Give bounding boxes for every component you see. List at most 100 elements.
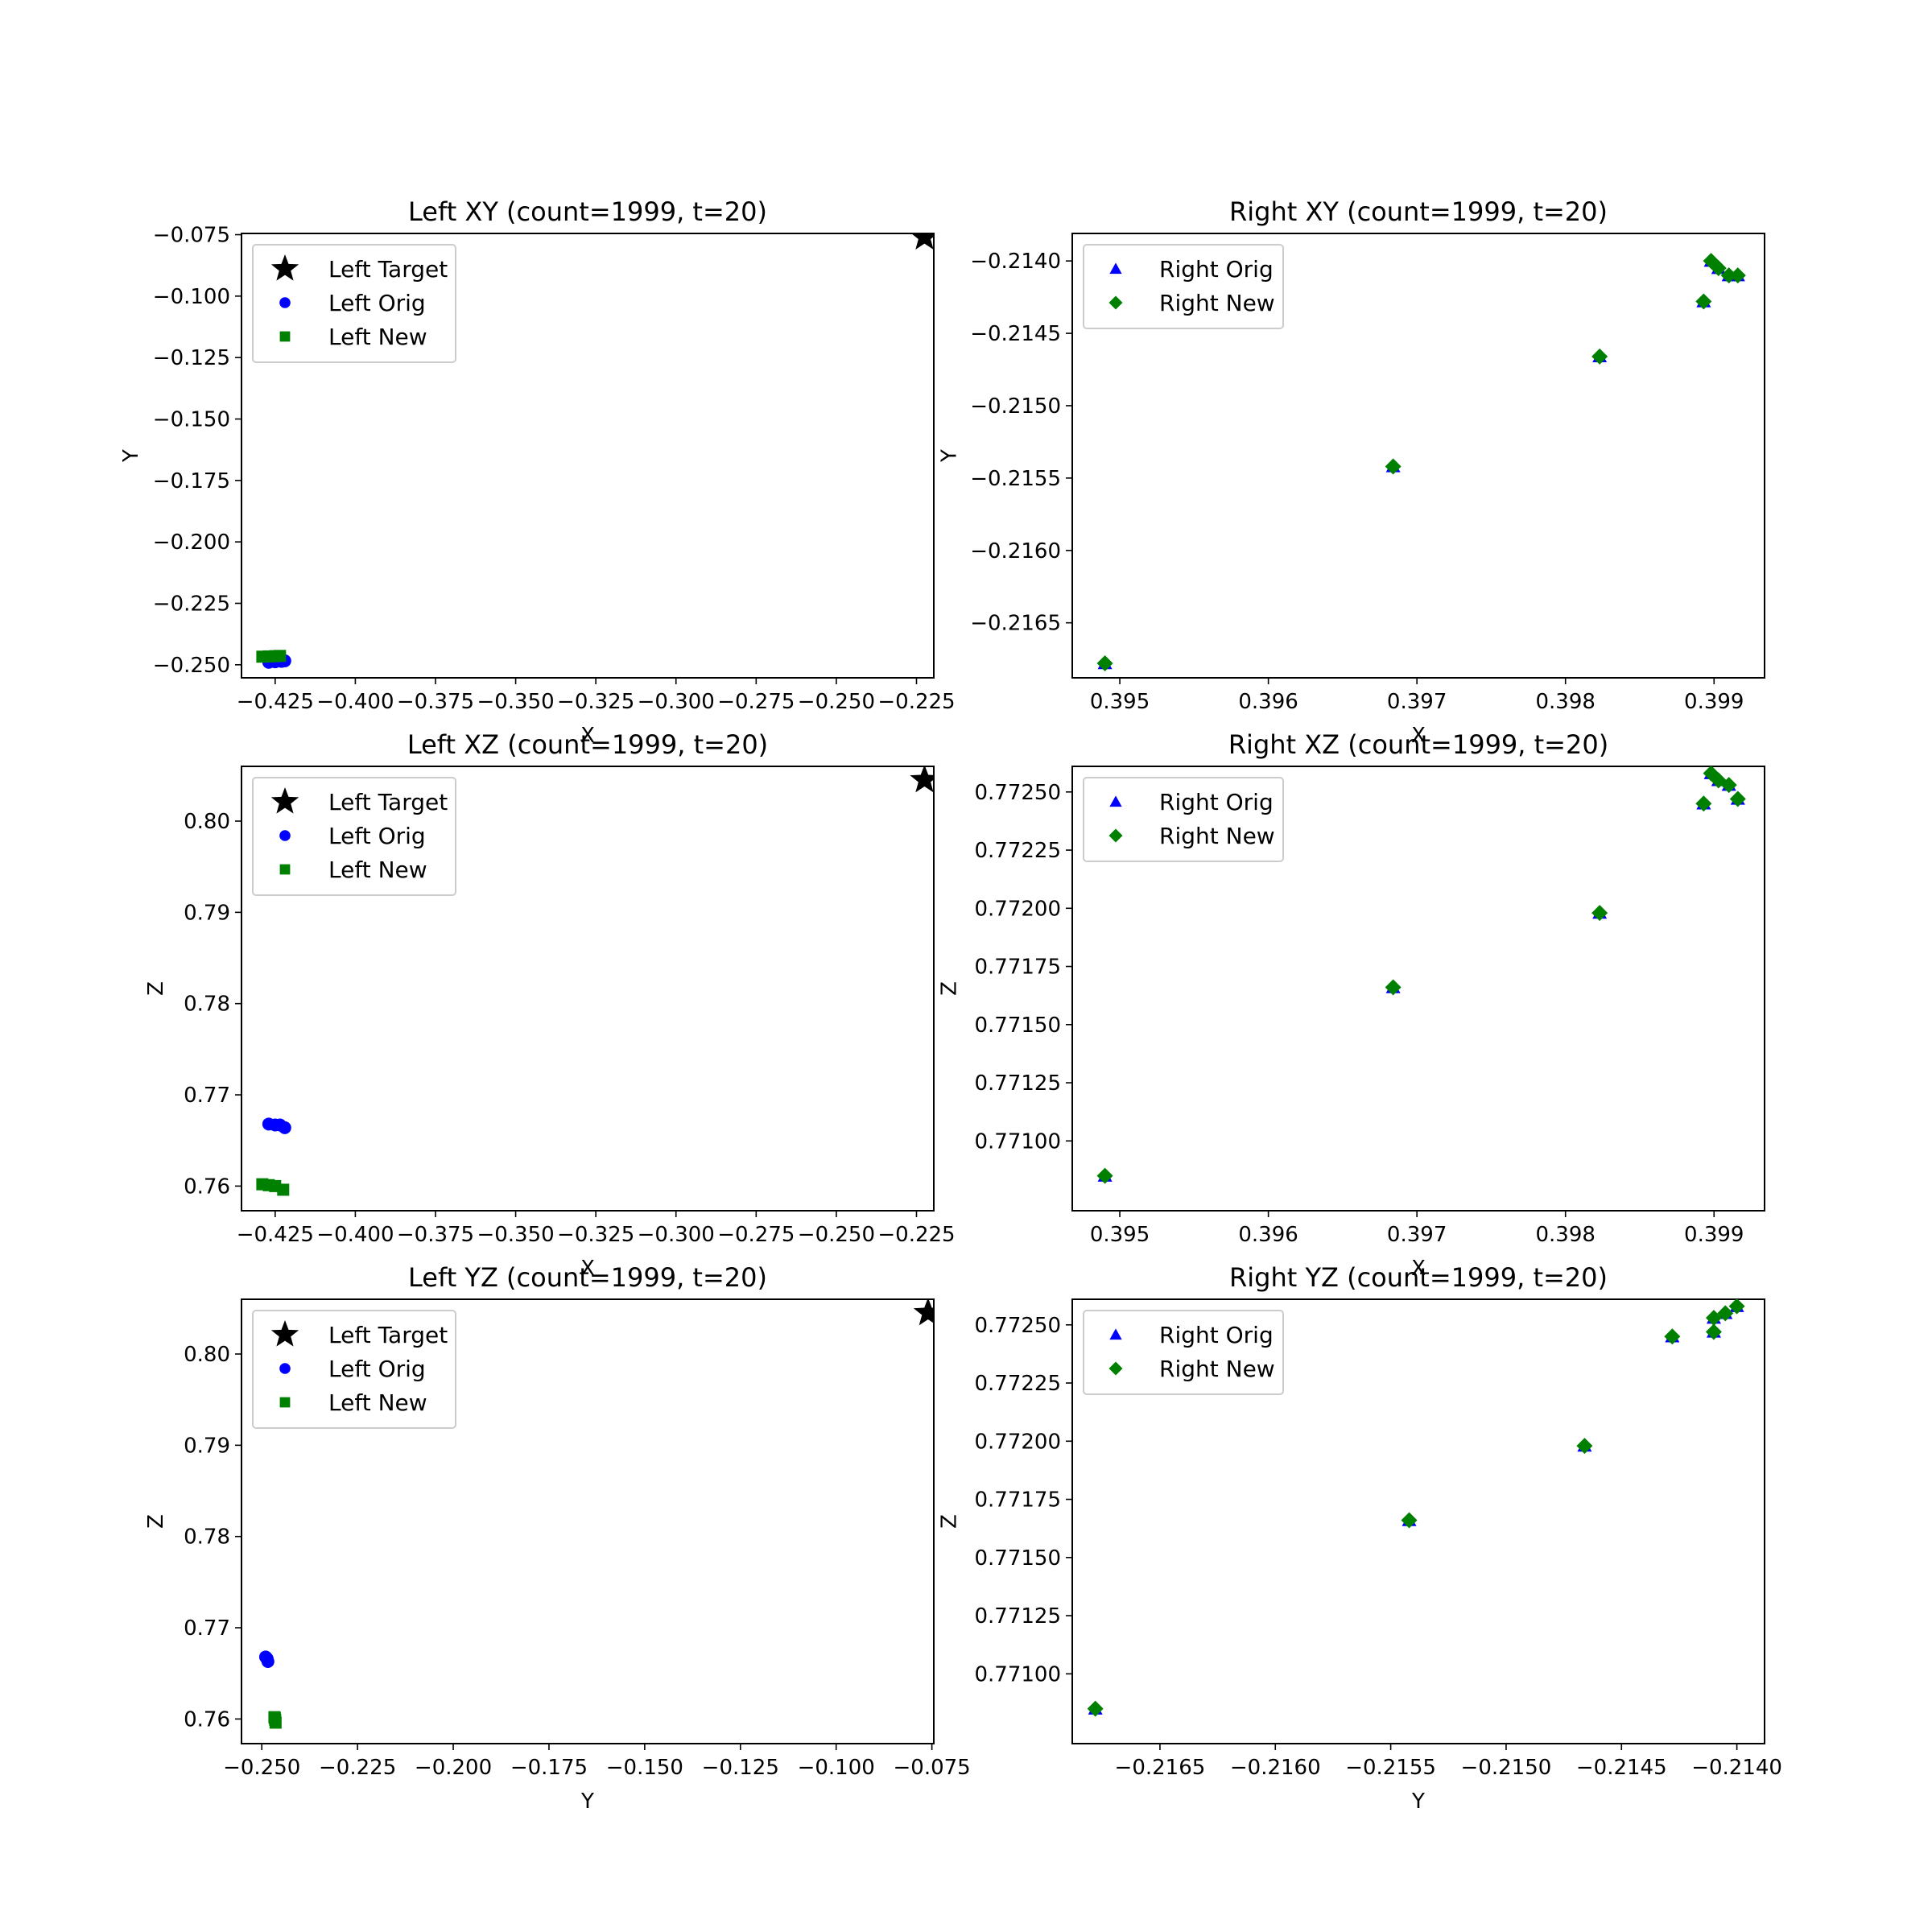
legend-right-orig-label: Right Orig <box>1159 256 1274 283</box>
legend-left-new-label: Left New <box>328 1389 427 1416</box>
right-new-point <box>1705 1310 1722 1327</box>
axes-frame <box>241 1298 935 1744</box>
legend-left-target-label: Left Target <box>328 1322 448 1348</box>
y-tick-label: −0.075 <box>153 224 230 248</box>
x-tick-label: −0.425 <box>237 1223 314 1247</box>
chart-title: Left XZ (count=1999, t=20) <box>407 729 768 760</box>
x-tick-label: −0.375 <box>397 690 474 714</box>
x-tick-label: −0.250 <box>798 1223 875 1247</box>
x-tick-label: −0.250 <box>798 690 875 714</box>
y-tick-label: 0.77100 <box>974 1129 1061 1154</box>
legend-right-orig-label: Right Orig <box>1159 789 1274 815</box>
right-new-point <box>1664 1328 1681 1345</box>
left-target-point <box>913 1299 934 1326</box>
legend: Right Orig Right New <box>1083 777 1284 862</box>
y-tick-label: 0.77225 <box>974 1372 1061 1396</box>
x-axis-label: Y <box>580 1790 594 1814</box>
legend: Left Target Left Orig Left New <box>252 244 456 363</box>
x-tick-label: −0.225 <box>877 690 955 714</box>
y-tick-label: −0.2140 <box>970 250 1061 274</box>
legend-right-orig-marker <box>1109 795 1122 807</box>
left-orig-point <box>261 1654 275 1668</box>
y-tick-label: 0.77175 <box>974 956 1061 980</box>
left-new-point <box>274 650 287 663</box>
x-tick-label: −0.325 <box>557 1223 634 1247</box>
data-points <box>258 1299 934 1729</box>
x-tick-label: −0.2165 <box>1115 1756 1206 1780</box>
x-tick-label: −0.2145 <box>1576 1756 1667 1780</box>
legend-right-orig-marker <box>1109 262 1122 275</box>
y-axis-label: Y <box>119 449 143 463</box>
x-tick-label: 0.395 <box>1090 690 1150 714</box>
legend-right-new-label: Right New <box>1159 290 1275 316</box>
x-tick-label: −0.075 <box>894 1756 971 1780</box>
x-tick-label: −0.375 <box>397 1223 474 1247</box>
left-target-point <box>910 766 934 793</box>
x-tick-label: −0.100 <box>798 1756 875 1780</box>
right-new-point <box>1728 1299 1745 1315</box>
y-tick-label: −0.250 <box>153 654 230 678</box>
subplot-left-xy: Left XY (count=1999, t=20)−0.425 −0.400 −0… <box>119 196 956 748</box>
y-tick-label: −0.2145 <box>970 322 1061 346</box>
x-axis-label: X <box>1411 1257 1426 1281</box>
right-new-point <box>1729 267 1746 284</box>
x-tick-label: −0.300 <box>638 1223 715 1247</box>
y-tick-label: 0.77100 <box>974 1662 1061 1686</box>
right-new-point <box>1695 795 1712 812</box>
x-tick-label: −0.2155 <box>1345 1756 1436 1780</box>
legend-right-new-marker <box>1108 295 1123 310</box>
right-new-point <box>1401 1512 1418 1529</box>
right-new-point <box>1087 1700 1104 1717</box>
x-tick-label: −0.2140 <box>1691 1756 1782 1780</box>
x-tick-label: −0.225 <box>319 1756 396 1780</box>
legend-left-new-marker <box>279 1397 291 1408</box>
left-target-point <box>910 233 934 250</box>
legend: Left Target Left Orig Left New <box>252 777 456 896</box>
y-tick-label: −0.2150 <box>970 394 1061 419</box>
y-tick-label: 0.76 <box>184 1174 230 1199</box>
axes-frame <box>241 766 935 1212</box>
subplot-right-xy: Right XY (count=1999, t=20) 0.395 0.396 0.3… <box>938 196 1765 748</box>
x-tick-label: 0.399 <box>1684 690 1744 714</box>
legend-right-new-marker <box>1108 828 1123 843</box>
x-tick-label: −0.425 <box>237 690 314 714</box>
x-tick-label: 0.399 <box>1684 1223 1744 1247</box>
legend-right-new-label: Right New <box>1159 823 1275 849</box>
axes-frame <box>1071 233 1765 679</box>
right-new-point <box>1591 348 1608 365</box>
x-tick-label: −0.175 <box>510 1756 588 1780</box>
data-points <box>256 766 934 1196</box>
legend-left-orig-label: Left Orig <box>328 290 426 316</box>
left-orig-point <box>278 1121 291 1134</box>
y-tick-label: −0.100 <box>153 285 230 309</box>
left-new-point <box>277 1183 290 1196</box>
left-new-point <box>269 1716 282 1729</box>
x-tick-label: −0.400 <box>316 690 394 714</box>
y-tick-label: −0.150 <box>153 408 230 432</box>
right-new-point <box>1717 1305 1734 1322</box>
x-axis-label: X <box>580 724 595 748</box>
y-tick-label: 0.76 <box>184 1707 230 1732</box>
y-tick-label: −0.200 <box>153 530 230 555</box>
y-axis-label: Z <box>938 1514 962 1529</box>
y-tick-label: 0.77250 <box>974 1314 1061 1338</box>
legend-left-orig-label: Left Orig <box>328 1356 426 1382</box>
x-tick-label: 0.396 <box>1238 690 1298 714</box>
data-points <box>256 233 934 669</box>
x-tick-label: 0.398 <box>1535 1223 1595 1247</box>
x-tick-label: −0.200 <box>415 1756 492 1780</box>
axes-frame <box>1071 1298 1765 1744</box>
y-tick-label: 0.77175 <box>974 1488 1061 1513</box>
y-tick-label: −0.175 <box>153 469 230 493</box>
y-tick-label: 0.77150 <box>974 1013 1061 1038</box>
y-tick-label: 0.77 <box>184 1616 230 1641</box>
legend-right-new-label: Right New <box>1159 1356 1275 1382</box>
y-axis-label: Y <box>938 449 962 463</box>
right-new-point <box>1710 260 1727 277</box>
right-new-point <box>1720 777 1737 794</box>
y-axis-label: Z <box>144 1514 168 1529</box>
x-tick-label: −0.150 <box>606 1756 683 1780</box>
subplot-left-xz: Left XZ (count=1999, t=20)−0.425 −0.400 −0… <box>144 729 956 1281</box>
x-tick-label: −0.400 <box>316 1223 394 1247</box>
y-tick-label: 0.80 <box>184 1343 230 1367</box>
